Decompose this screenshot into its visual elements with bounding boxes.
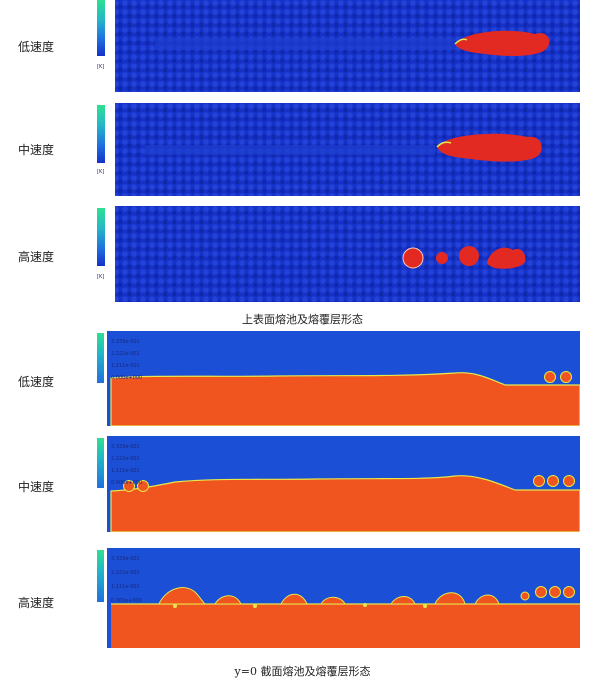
- melt-pool: [437, 133, 542, 162]
- row-label-high: 高速度: [18, 250, 55, 264]
- legend-value-1: 2.222e-001: [111, 351, 140, 357]
- top-row-mid: 中速度 [K]: [0, 103, 605, 196]
- powder-particle: [123, 480, 135, 492]
- fraction-legend-bar: [97, 333, 104, 383]
- row-label-mid: 中速度: [18, 143, 55, 157]
- temperature-legend-bar: [97, 208, 105, 266]
- clad-bump: [280, 593, 308, 605]
- top-panel-mid: [K]: [95, 103, 580, 196]
- clad-bump: [158, 587, 207, 605]
- clad-bump: [474, 594, 500, 605]
- powder-particle: [544, 371, 556, 383]
- melt-droplet: [436, 252, 448, 264]
- legend-value-3: 0.000e+000: [111, 375, 142, 381]
- clad-layer: [110, 372, 580, 426]
- temperature-legend-bar: [97, 105, 105, 163]
- clad-bump: [390, 596, 416, 605]
- legend-unit: [K]: [97, 169, 104, 175]
- caption-top-section: 上表面熔池及熔覆层形态: [242, 313, 363, 326]
- legend-value-3: 0.000e+000: [111, 480, 142, 486]
- top-panel-mid-svg: [K]: [95, 103, 580, 196]
- top-row-low: 低速度 [K]: [0, 0, 605, 92]
- row-label-high: 高速度: [18, 596, 55, 610]
- fraction-legend-bar: [97, 438, 104, 488]
- legend-value-2: 1.111e-001: [111, 584, 140, 590]
- legend-value-0: 3.333e-001: [111, 339, 140, 345]
- clad-bump: [434, 592, 466, 605]
- temperature-legend-bar: [97, 0, 105, 56]
- legend-value-2: 1.111e-001: [111, 468, 140, 474]
- row-label-mid: 中速度: [18, 480, 55, 494]
- melt-pool: [487, 247, 526, 269]
- melt-pool: [455, 30, 550, 56]
- legend-unit: [K]: [97, 274, 104, 280]
- melt-droplet: [402, 247, 424, 269]
- clad-layer: [110, 475, 580, 532]
- bottom-panel-mid-svg: 3.333e-001 2.222e-001 1.111e-001 0.000e+…: [95, 436, 580, 532]
- bottom-panel-low-svg: 3.333e-001 2.222e-001 1.111e-001 0.000e+…: [95, 331, 580, 426]
- top-panel-low: [K]: [95, 0, 580, 92]
- clad-bump: [214, 595, 242, 605]
- bottom-row-mid: 中速度 3.333e-001 2.222e-001 1.111e-001 0.0…: [0, 436, 605, 532]
- legend-value-1: 2.222e-001: [111, 570, 140, 576]
- powder-particle: [137, 480, 149, 492]
- top-panel-low-svg: [K]: [95, 0, 580, 92]
- row-label-low: 低速度: [18, 40, 55, 54]
- bottom-panel-high: 3.333e-001 2.222e-001 1.111e-001 0.000e+…: [95, 548, 580, 648]
- legend-unit: [K]: [97, 64, 104, 70]
- legend-value-1: 2.222e-001: [111, 456, 140, 462]
- legend-value-2: 1.111e-001: [111, 363, 140, 369]
- melt-droplet: [459, 246, 479, 266]
- legend-value-3: 0.000e+000: [111, 598, 142, 604]
- powder-particle: [547, 475, 559, 487]
- powder-particle: [563, 475, 575, 487]
- bottom-row-low: 低速度 3.333e-001 2.222e-001 1.111e-001 0.0…: [0, 331, 605, 426]
- bottom-panel-low: 3.333e-001 2.222e-001 1.111e-001 0.000e+…: [95, 331, 580, 426]
- top-row-high: 高速度 [K]: [0, 206, 605, 302]
- powder-particle: [533, 475, 545, 487]
- powder-particle: [520, 591, 530, 601]
- clad-bump: [320, 596, 346, 605]
- powder-particle: [560, 371, 572, 383]
- bottom-panel-high-svg: 3.333e-001 2.222e-001 1.111e-001 0.000e+…: [95, 548, 580, 648]
- row-label-low: 低速度: [18, 375, 55, 389]
- fraction-legend-bar: [97, 550, 104, 602]
- bottom-panel-mid: 3.333e-001 2.222e-001 1.111e-001 0.000e+…: [95, 436, 580, 532]
- bottom-row-high: 高速度 3.333e-001 2.222e-001 1.111e-0: [0, 548, 605, 648]
- legend-value-0: 3.333e-001: [111, 556, 140, 562]
- top-panel-high: [K]: [95, 206, 580, 302]
- powder-particle: [549, 586, 561, 598]
- legend-value-0: 3.333e-001: [111, 444, 140, 450]
- caption-bottom-section: y=0 截面熔池及熔覆层形态: [234, 665, 371, 678]
- top-panel-high-svg: [K]: [95, 206, 580, 302]
- powder-particle: [563, 586, 575, 598]
- powder-particle: [535, 586, 547, 598]
